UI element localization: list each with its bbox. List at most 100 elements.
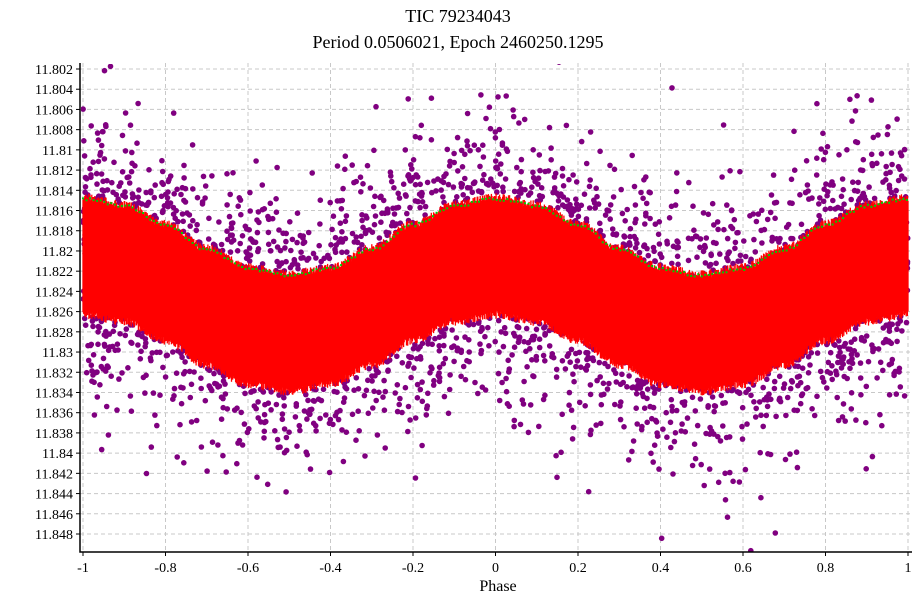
data-point <box>307 466 314 472</box>
data-point <box>191 369 197 375</box>
data-point <box>353 375 360 381</box>
data-point <box>90 159 96 165</box>
data-point <box>884 131 891 138</box>
data-point <box>358 189 364 195</box>
data-point <box>618 186 624 193</box>
data-point <box>509 352 515 358</box>
data-point <box>460 192 467 198</box>
data-point <box>268 407 274 413</box>
data-point <box>281 394 287 401</box>
data-point <box>853 417 859 423</box>
data-point <box>793 449 800 456</box>
data-point <box>125 365 131 371</box>
data-point <box>737 168 743 175</box>
data-point <box>204 468 210 474</box>
data-point <box>717 251 723 257</box>
data-point <box>412 133 419 140</box>
data-point <box>803 158 810 164</box>
data-point <box>610 231 616 238</box>
data-point <box>238 211 244 218</box>
data-point <box>874 375 880 381</box>
data-point <box>451 150 457 157</box>
data-point <box>607 202 614 208</box>
data-point <box>570 424 577 431</box>
data-point <box>128 339 134 346</box>
data-point <box>883 170 889 177</box>
data-point <box>600 380 607 387</box>
data-point <box>581 191 588 197</box>
data-point <box>709 200 716 207</box>
data-point <box>97 149 104 156</box>
data-point <box>360 181 366 187</box>
data-point <box>664 434 670 441</box>
data-point <box>678 428 685 434</box>
data-point <box>407 204 413 211</box>
data-point <box>224 406 231 412</box>
data-point <box>833 371 840 378</box>
data-point <box>364 215 370 221</box>
data-point <box>431 377 437 384</box>
data-point <box>655 231 662 238</box>
data-point <box>428 364 434 370</box>
data-point <box>464 357 470 364</box>
data-point <box>851 187 858 194</box>
data-point <box>363 387 370 394</box>
data-point <box>558 449 564 456</box>
data-point <box>239 442 246 448</box>
data-point <box>495 151 502 157</box>
data-point <box>789 235 796 242</box>
data-point <box>198 385 204 392</box>
data-point <box>152 182 158 188</box>
data-point <box>376 235 383 241</box>
data-point <box>752 249 759 255</box>
data-point <box>820 156 827 163</box>
data-point <box>100 128 106 135</box>
data-point <box>644 386 651 393</box>
data-point <box>436 334 443 341</box>
data-point <box>729 225 736 232</box>
data-point <box>517 421 524 428</box>
data-point <box>242 390 248 397</box>
data-point <box>845 346 851 352</box>
data-point <box>641 379 648 386</box>
data-point <box>551 174 558 180</box>
data-point <box>529 184 535 190</box>
data-point <box>224 171 230 177</box>
data-point <box>814 350 821 356</box>
data-point <box>650 404 657 411</box>
data-point <box>383 229 390 236</box>
data-point <box>351 387 357 394</box>
data-point <box>379 210 385 217</box>
data-point <box>101 67 108 74</box>
data-point <box>724 255 730 261</box>
data-point <box>759 207 765 214</box>
data-point <box>442 355 449 362</box>
data-point <box>359 217 365 224</box>
data-point <box>236 437 243 444</box>
data-point <box>836 344 843 351</box>
data-point <box>181 175 187 181</box>
data-point <box>441 393 448 400</box>
data-point <box>297 427 303 434</box>
data-point <box>590 357 597 364</box>
data-point <box>692 408 699 414</box>
data-point <box>562 366 569 372</box>
data-point <box>742 253 749 260</box>
data-point <box>854 93 860 99</box>
data-point <box>441 333 447 339</box>
data-point <box>708 251 714 257</box>
data-point <box>159 209 166 216</box>
data-point <box>263 418 269 425</box>
data-point <box>415 198 421 205</box>
data-point <box>703 430 709 437</box>
data-point <box>879 422 885 429</box>
data-point <box>444 146 451 153</box>
data-point <box>462 376 469 383</box>
data-point <box>283 434 290 441</box>
data-point <box>492 338 499 345</box>
data-point <box>304 416 310 422</box>
data-point <box>173 370 180 377</box>
data-point <box>672 430 679 436</box>
data-point <box>852 139 859 145</box>
data-point <box>127 122 134 128</box>
